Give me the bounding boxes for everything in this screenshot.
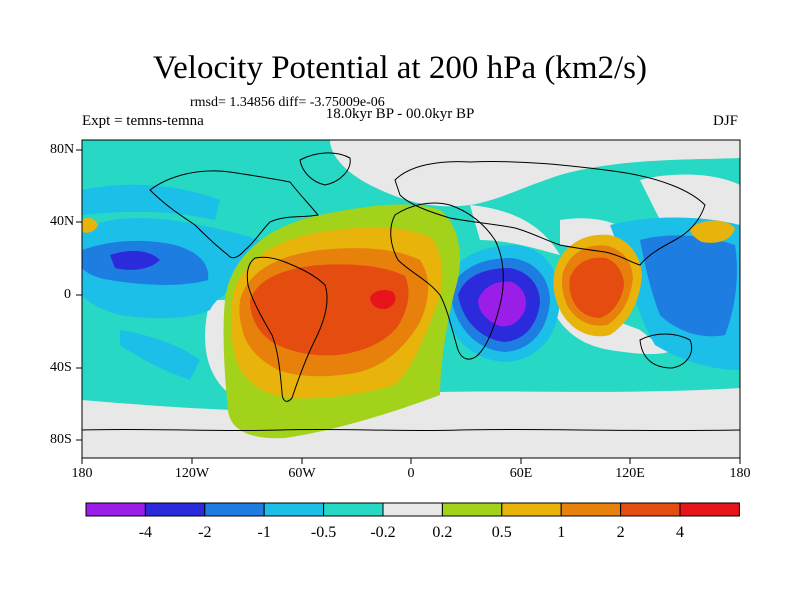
colorbar-box-6 — [382, 502, 443, 517]
colorbar-label: -4 — [138, 524, 153, 541]
southern-neutral-band — [82, 388, 740, 458]
axis-ticks — [76, 149, 741, 464]
y-tick-label: 40S — [50, 360, 72, 375]
colorbar-box-4 — [263, 502, 325, 517]
greenland-coast — [299, 152, 351, 186]
colorbar-box-2 — [144, 502, 206, 517]
y-tick-label: 40N — [50, 214, 75, 229]
experiment-label: Expt = temns-temna — [82, 113, 204, 129]
atlantic-positive-inner-core — [250, 264, 409, 356]
western-pacific-deep-core — [110, 250, 160, 270]
colorbar-box-10 — [620, 502, 681, 517]
colorbar-box-11 — [679, 502, 740, 517]
y-tick-label: 0 — [64, 287, 71, 302]
colorbar-label: -1 — [257, 524, 271, 541]
colorbar — [85, 502, 740, 517]
north-pacific-positive-patch — [690, 220, 735, 243]
colorbar-box-8 — [501, 502, 562, 517]
velocity-potential-field — [82, 140, 740, 458]
atlantic-positive-peak — [370, 289, 396, 310]
antarctica-coast — [82, 428, 740, 432]
y-tick-label: 80S — [50, 432, 72, 447]
australia-coast — [639, 333, 693, 369]
indian-ocean-deepest-core — [478, 281, 526, 327]
stats-line: rmsd= 1.34856 diff= -3.75009e-06 — [190, 95, 385, 110]
x-tick-label: 60W — [288, 466, 316, 481]
coastlines — [82, 152, 740, 432]
north-america-coast — [149, 170, 319, 259]
south-america-coast — [246, 256, 328, 402]
x-tick-label: 120W — [174, 466, 210, 481]
arctic-neutral-band — [330, 140, 740, 207]
map-title: Velocity Potential at 200 hPa (km2/s) — [152, 50, 648, 86]
x-tick-label: 180 — [71, 466, 93, 481]
colorbar-box-5 — [323, 502, 384, 517]
maritime-positive-core — [569, 257, 624, 318]
period-line: 18.0kyr BP - 00.0kyr BP — [325, 106, 475, 122]
colorbar-label: 2 — [616, 524, 625, 541]
eurasia-coast — [394, 161, 706, 266]
africa-neutral-band — [470, 205, 560, 255]
africa-coast — [390, 202, 504, 360]
season-label: DJF — [712, 113, 738, 129]
south-pacific-negative-band — [120, 330, 200, 380]
colorbar-label: -2 — [198, 524, 212, 541]
colorbar-box-3 — [204, 502, 265, 517]
colorbar-box-1 — [85, 502, 146, 517]
colorbar-label: 0.2 — [432, 524, 453, 541]
colorbar-box-7 — [441, 502, 503, 517]
colorbar-label: -0.5 — [310, 524, 337, 541]
colorbar-label: 0.5 — [491, 524, 512, 541]
colorbar-label: 4 — [676, 524, 684, 541]
north-pacific-negative-band — [82, 184, 220, 220]
dateline-positive-patch — [82, 217, 98, 233]
colorbar-label: 1 — [557, 524, 566, 541]
x-tick-label: 180 — [729, 466, 751, 481]
x-tick-label: 60E — [509, 466, 533, 481]
x-tick-label: 0 — [407, 466, 415, 481]
east-asia-negative-core — [640, 235, 737, 337]
x-tick-label: 120E — [615, 466, 645, 481]
colorbar-label: -0.2 — [370, 524, 396, 541]
y-tick-label: 80N — [50, 142, 75, 157]
colorbar-box-9 — [560, 502, 622, 517]
